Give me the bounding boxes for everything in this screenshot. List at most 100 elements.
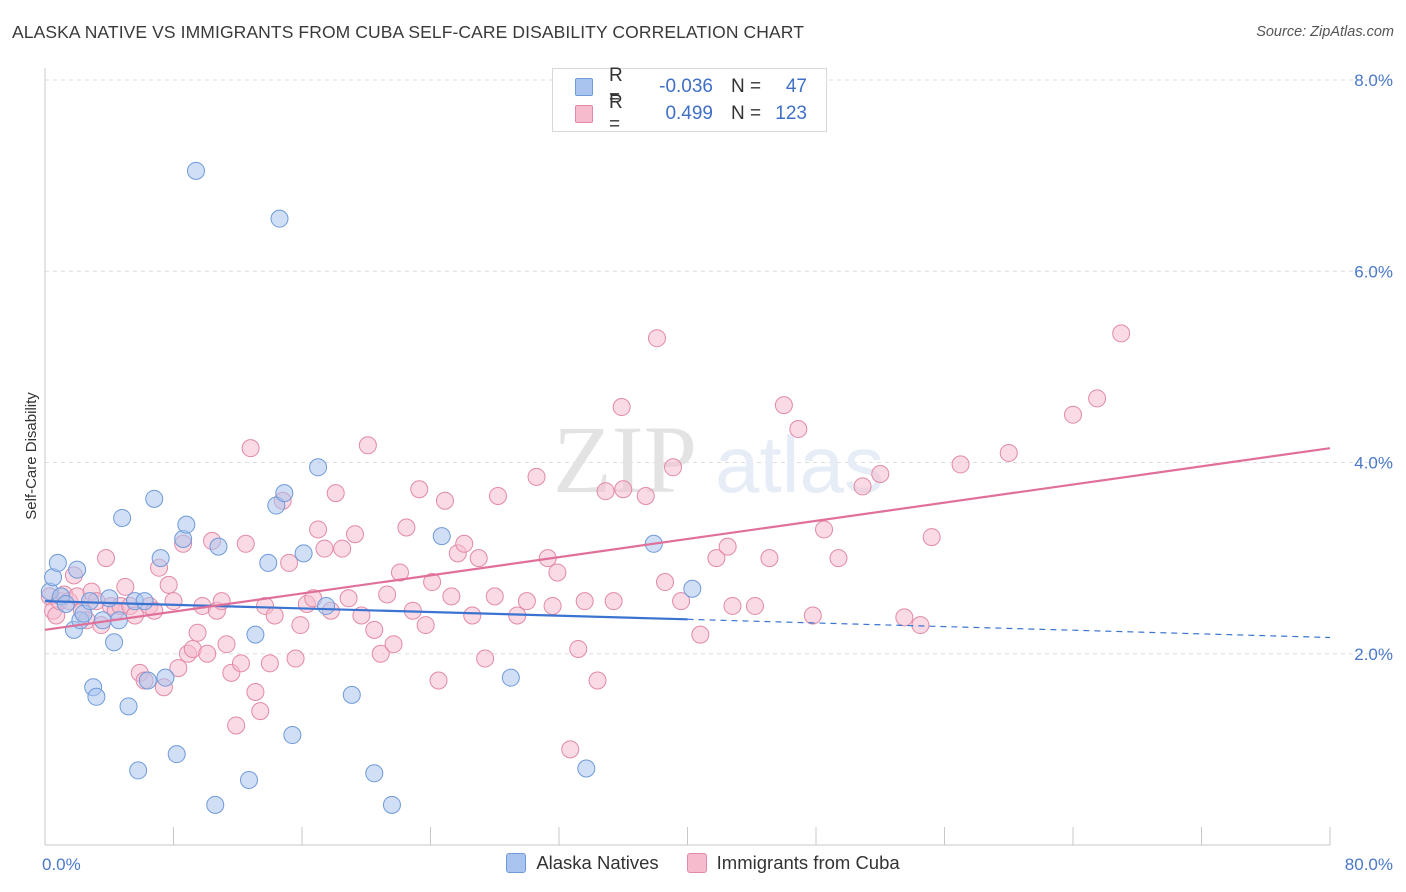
point-cuba-immigrant xyxy=(636,486,655,505)
chart-title: ALASKA NATIVE VS IMMIGRANTS FROM CUBA SE… xyxy=(12,22,805,42)
point-alaska-native xyxy=(246,625,265,644)
point-alaska-native xyxy=(239,770,258,789)
point-alaska-native xyxy=(156,668,175,687)
point-cuba-immigrant xyxy=(527,467,546,486)
point-cuba-immigrant xyxy=(339,589,358,608)
point-cuba-immigrant xyxy=(346,525,365,544)
point-alaska-native xyxy=(135,592,154,611)
point-cuba-immigrant xyxy=(871,464,890,483)
point-cuba-immigrant xyxy=(371,644,390,663)
point-alaska-native xyxy=(209,537,228,556)
point-cuba-immigrant xyxy=(922,528,941,547)
point-cuba-immigrant xyxy=(707,549,726,568)
point-cuba-immigrant xyxy=(1112,324,1131,343)
point-cuba-immigrant xyxy=(246,683,265,701)
point-cuba-immigrant xyxy=(951,455,970,474)
point-cuba-immigrant xyxy=(476,649,495,668)
point-cuba-immigrant xyxy=(315,539,334,558)
trend-line-alaska xyxy=(44,600,688,621)
point-cuba-immigrant xyxy=(231,654,250,673)
y-tick-labels: 2.0% 4.0% 6.0% 8.0% xyxy=(1354,71,1393,664)
point-alaska-native xyxy=(317,596,336,615)
point-alaska-native xyxy=(206,795,225,814)
trend-lines xyxy=(44,447,1331,639)
point-alaska-native xyxy=(382,795,401,814)
y-axis-label: Self-Care Disability xyxy=(23,392,40,520)
point-alaska-native xyxy=(177,515,196,534)
point-cuba-immigrant xyxy=(397,518,416,537)
point-cuba-immigrant xyxy=(803,606,822,625)
point-alaska-native xyxy=(283,726,302,745)
point-cuba-immigrant xyxy=(378,585,397,604)
legend-r-value: -0.036 xyxy=(659,76,713,97)
point-alaska-native xyxy=(365,764,384,783)
point-cuba-immigrant xyxy=(286,649,305,668)
point-cuba-immigrant xyxy=(280,553,299,572)
point-cuba-immigrant xyxy=(358,436,377,455)
point-cuba-immigrant xyxy=(217,635,236,654)
x-tick-label-min: 0.0% xyxy=(42,855,81,874)
point-cuba-immigrant xyxy=(517,592,536,611)
series-swatch-cuba xyxy=(686,853,707,873)
axes xyxy=(44,68,1331,846)
point-alaska-native xyxy=(145,489,164,508)
point-cuba-immigrant xyxy=(429,671,448,690)
point-cuba-immigrant xyxy=(469,549,488,568)
point-cuba-immigrant xyxy=(614,480,633,499)
point-cuba-immigrant xyxy=(485,587,504,606)
point-cuba-immigrant xyxy=(488,486,507,505)
point-cuba-immigrant xyxy=(774,396,793,415)
point-alaska-native xyxy=(87,687,106,706)
point-cuba-immigrant xyxy=(442,587,461,606)
point-cuba-immigrant xyxy=(789,420,808,439)
point-cuba-immigrant xyxy=(569,639,588,658)
series-label-alaska: Alaska Natives xyxy=(536,852,659,873)
point-cuba-immigrant xyxy=(291,616,310,635)
point-cuba-immigrant xyxy=(435,491,454,510)
point-alaska-native xyxy=(56,595,75,614)
point-cuba-immigrant xyxy=(241,439,260,458)
point-cuba-immigrant xyxy=(815,520,834,539)
series-legend-alaska[interactable]: Alaska Natives xyxy=(506,852,659,874)
y-tick-label: 2.0% xyxy=(1354,645,1393,664)
point-cuba-immigrant xyxy=(760,549,779,568)
point-cuba-immigrant xyxy=(227,716,246,735)
point-cuba-immigrant xyxy=(236,534,255,553)
point-alaska-native xyxy=(432,527,451,546)
series-legend-cuba[interactable]: Immigrants from Cuba xyxy=(686,852,900,874)
grid-lines xyxy=(45,79,1392,655)
legend-r-label: R = xyxy=(609,92,623,135)
point-cuba-immigrant xyxy=(723,596,742,615)
series-legend: Alaska Natives Immigrants from Cuba xyxy=(0,852,1406,874)
point-alaska-native xyxy=(186,161,205,180)
point-cuba-immigrant xyxy=(718,537,737,556)
point-cuba-immigrant xyxy=(423,573,442,592)
point-alaska-native xyxy=(129,761,148,780)
x-tick-label-max: 80.0% xyxy=(1345,855,1393,874)
series-label-cuba: Immigrants from Cuba xyxy=(716,852,900,873)
point-cuba-immigrant xyxy=(365,620,384,639)
point-alaska-native xyxy=(275,484,294,503)
point-cuba-immigrant xyxy=(188,623,207,642)
point-cuba-immigrant xyxy=(251,702,270,721)
legend-row-cuba: R = 0.499 N = 123 xyxy=(575,92,807,135)
point-cuba-immigrant xyxy=(647,329,666,348)
point-cuba-immigrant xyxy=(691,625,710,644)
point-cuba-immigrant xyxy=(911,616,930,635)
legend-n-label: N = xyxy=(731,76,762,97)
y-tick-label: 8.0% xyxy=(1354,71,1393,90)
point-alaska-native xyxy=(294,544,313,563)
point-cuba-immigrant xyxy=(1088,389,1107,408)
point-cuba-immigrant xyxy=(548,563,567,582)
legend-n-label: N = xyxy=(731,103,762,124)
point-alaska-native xyxy=(138,671,157,690)
point-cuba-immigrant xyxy=(265,606,284,625)
point-cuba-immigrant xyxy=(745,596,764,615)
point-cuba-immigrant xyxy=(604,592,623,611)
point-cuba-immigrant xyxy=(853,477,872,496)
point-cuba-immigrant xyxy=(561,740,580,759)
point-alaska-native xyxy=(68,560,87,579)
point-alaska-native xyxy=(683,579,702,598)
legend-n-value: 123 xyxy=(775,103,807,124)
point-cuba-immigrant xyxy=(260,654,279,673)
